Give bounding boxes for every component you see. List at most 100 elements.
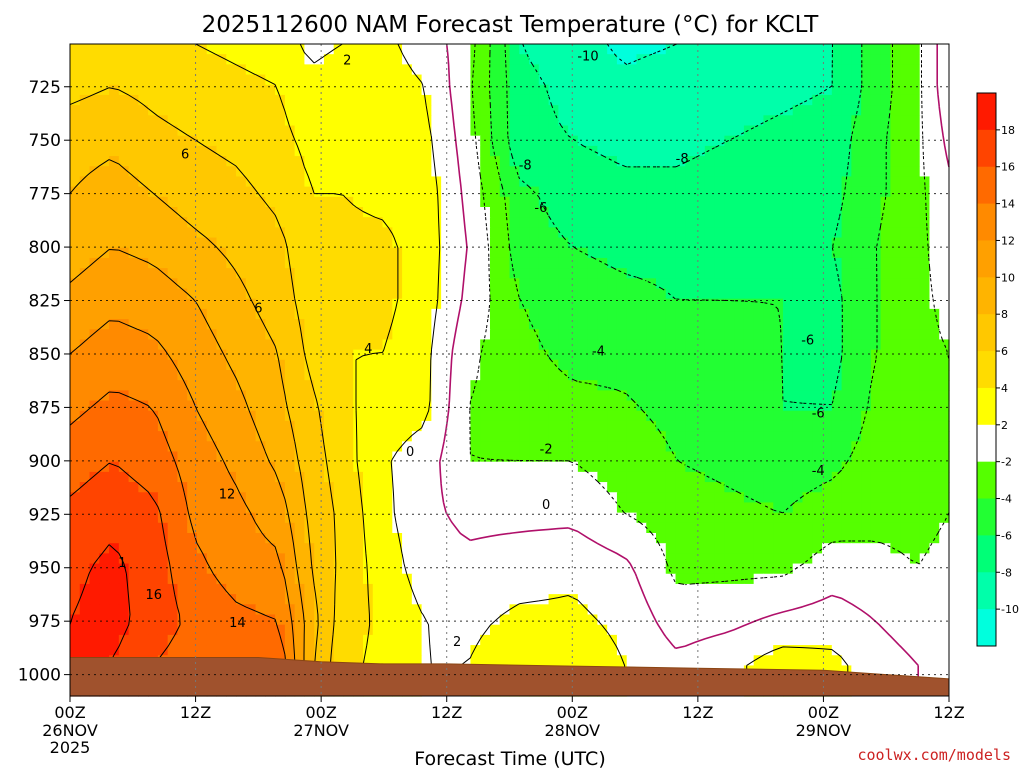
temperature-cell <box>548 135 559 147</box>
temperature-cell <box>245 502 257 514</box>
temperature-cell <box>782 278 794 290</box>
temperature-cell <box>460 390 472 402</box>
temperature-cell <box>548 390 559 402</box>
temperature-cell <box>626 461 638 473</box>
temperature-cell <box>802 298 813 310</box>
temperature-cell <box>499 461 511 473</box>
temperature-cell <box>812 84 823 96</box>
temperature-cell <box>685 329 696 341</box>
temperature-cell <box>421 156 432 167</box>
temperature-cell <box>577 105 589 116</box>
temperature-cell <box>489 553 501 565</box>
temperature-cell <box>99 441 110 453</box>
temperature-cell <box>665 522 677 534</box>
temperature-cell <box>89 380 100 391</box>
temperature-cell <box>236 431 247 442</box>
temperature-cell <box>587 166 598 178</box>
temperature-cell <box>382 563 393 575</box>
temperature-cell <box>568 522 579 534</box>
temperature-cell <box>363 207 374 218</box>
temperature-cell <box>509 461 520 473</box>
temperature-cell <box>333 400 345 412</box>
temperature-cell <box>157 329 169 341</box>
temperature-cell <box>685 349 696 361</box>
temperature-cell <box>685 166 696 178</box>
temperature-cell <box>802 308 813 320</box>
temperature-cell <box>109 533 120 544</box>
temperature-cell <box>216 563 227 575</box>
temperature-cell <box>323 482 335 493</box>
temperature-cell <box>138 64 149 76</box>
temperature-cell <box>919 84 931 96</box>
temperature-cell <box>128 471 139 483</box>
temperature-cell <box>782 441 794 453</box>
temperature-cell <box>118 94 130 106</box>
temperature-cell <box>743 431 755 442</box>
temperature-cell <box>558 380 569 391</box>
temperature-cell <box>294 471 305 483</box>
temperature-cell <box>148 400 159 412</box>
temperature-cell <box>568 512 579 524</box>
temperature-cell <box>656 64 667 76</box>
temperature-cell <box>333 145 345 157</box>
temperature-cell <box>118 461 130 473</box>
temperature-cell <box>812 410 823 422</box>
temperature-cell <box>538 400 550 412</box>
temperature-cell <box>909 410 921 422</box>
temperature-cell <box>880 268 891 279</box>
temperature-cell <box>646 431 657 442</box>
temperature-cell <box>939 339 950 351</box>
temperature-cell <box>616 400 628 412</box>
temperature-cell <box>470 604 481 616</box>
temperature-cell <box>753 431 765 442</box>
temperature-cell <box>929 370 940 381</box>
temperature-cell <box>597 370 608 381</box>
temperature-cell <box>255 125 266 137</box>
temperature-cell <box>109 359 120 371</box>
temperature-cell <box>890 502 901 514</box>
temperature-cell <box>441 186 452 198</box>
temperature-cell <box>773 451 784 463</box>
temperature-cell <box>558 431 569 442</box>
temperature-cell <box>607 176 618 188</box>
temperature-cell <box>353 196 364 208</box>
temperature-cell <box>802 502 813 514</box>
temperature-cell <box>402 298 413 310</box>
temperature-cell <box>822 247 833 259</box>
temperature-cell <box>802 359 813 371</box>
temperature-cell <box>79 186 91 198</box>
temperature-cell <box>499 156 511 167</box>
temperature-cell <box>196 502 208 514</box>
temperature-cell <box>157 451 169 463</box>
temperature-cell <box>177 400 188 412</box>
temperature-cell <box>265 308 276 320</box>
temperature-cell <box>216 54 227 65</box>
temperature-cell <box>802 115 813 127</box>
temperature-cell <box>245 84 257 96</box>
temperature-cell <box>851 431 862 442</box>
temperature-cell <box>363 196 374 208</box>
temperature-cell <box>597 105 608 116</box>
temperature-cell <box>880 441 891 453</box>
temperature-cell <box>890 196 901 208</box>
temperature-cell <box>753 594 765 605</box>
temperature-cell <box>909 533 921 544</box>
temperature-cell <box>939 583 950 595</box>
temperature-cell <box>695 94 706 106</box>
temperature-cell <box>245 543 257 554</box>
temperature-cell <box>157 420 169 432</box>
temperature-cell <box>841 482 852 493</box>
temperature-cell <box>275 492 286 504</box>
temperature-cell <box>343 329 354 341</box>
temperature-cell <box>685 94 696 106</box>
temperature-cell <box>675 288 686 300</box>
temperature-cell <box>509 156 520 167</box>
temperature-cell <box>939 105 950 116</box>
temperature-cell <box>626 207 638 218</box>
temperature-cell <box>99 125 110 137</box>
temperature-cell <box>265 115 276 127</box>
temperature-cell <box>157 492 169 504</box>
temperature-cell <box>187 217 198 228</box>
temperature-cell <box>109 94 120 106</box>
temperature-cell <box>587 380 598 391</box>
